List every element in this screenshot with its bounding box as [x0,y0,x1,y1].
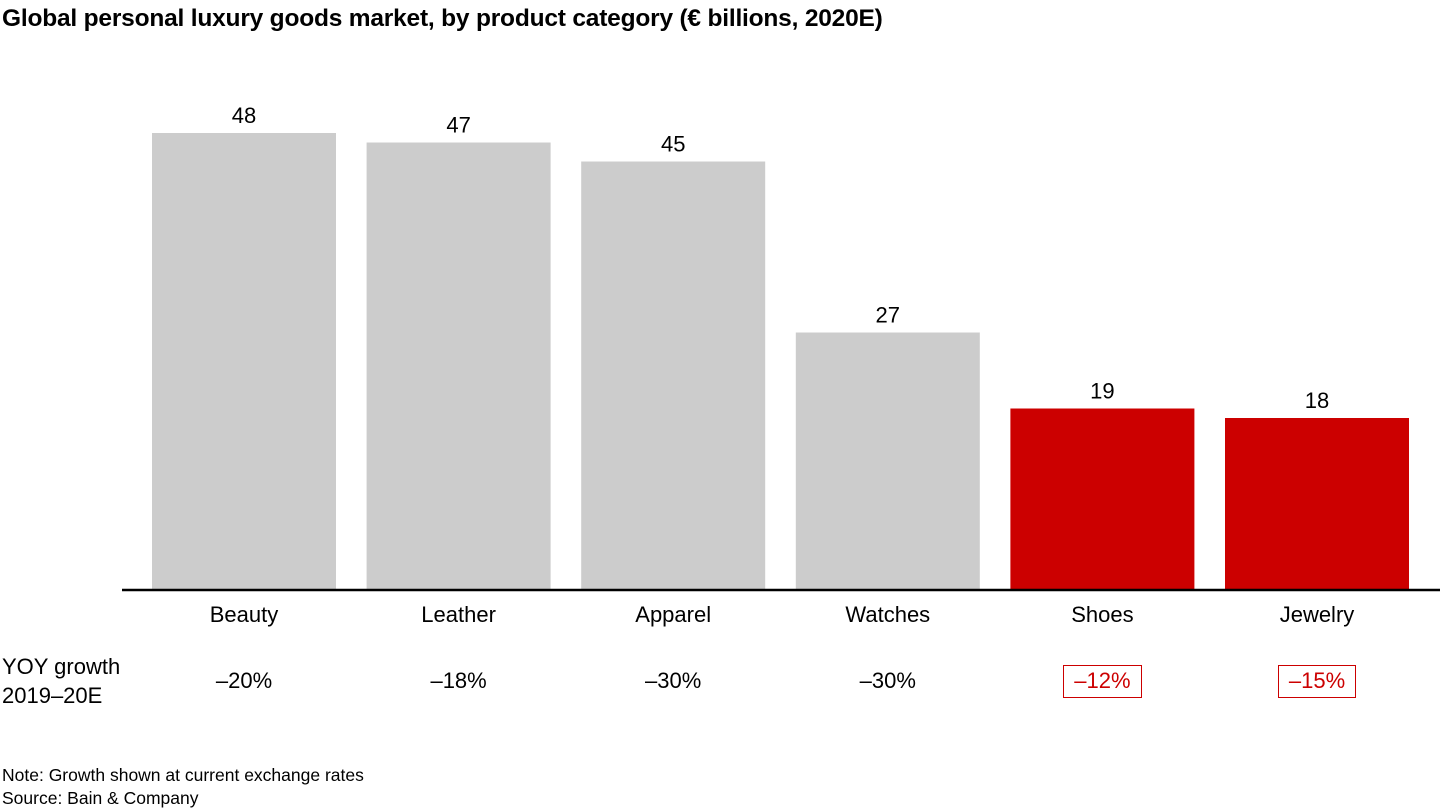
growth-value-text: –18% [430,668,487,693]
growth-value-leather: –18% [367,668,551,694]
growth-value-jewelry: –15% [1225,665,1409,698]
category-label: Shoes [1071,602,1133,627]
bar-watches [795,332,980,589]
growth-value-text: –30% [859,668,916,693]
category-label: Jewelry [1280,602,1355,627]
data-label: 27 [876,303,900,328]
data-label: 45 [661,132,685,157]
chart-title: Global personal luxury goods market, by … [2,5,883,32]
growth-value-text: –12% [1063,665,1142,698]
bar-apparel [581,161,766,589]
bar-leather [366,142,551,589]
data-label: 18 [1305,388,1329,413]
bar-beauty [152,133,336,589]
growth-value-text: –15% [1277,665,1357,698]
category-label: Leather [421,602,496,627]
footnote: Note: Growth shown at current exchange r… [2,764,364,810]
growth-value-text: –30% [645,668,702,693]
growth-label-line1: YOY growth [2,654,121,679]
growth-value-shoes: –12% [1010,665,1194,698]
growth-label-line2: 2019–20E [2,683,103,708]
note-text: Note: Growth shown at current exchange r… [2,765,364,785]
growth-row-label: YOY growth 2019–20E [2,652,120,710]
growth-value-beauty: –20% [152,668,336,694]
source-text: Source: Bain & Company [2,788,199,808]
category-label: Beauty [210,602,279,627]
growth-value-text: –20% [215,668,273,693]
data-label: 47 [446,113,470,138]
bar-shoes [1010,408,1195,589]
category-label: Apparel [635,602,711,627]
category-label: Watches [845,602,930,627]
growth-value-apparel: –30% [581,668,765,694]
growth-value-watches: –30% [796,668,980,694]
data-label: 19 [1090,379,1114,404]
data-label: 48 [232,103,256,128]
bar-jewelry [1225,418,1409,589]
